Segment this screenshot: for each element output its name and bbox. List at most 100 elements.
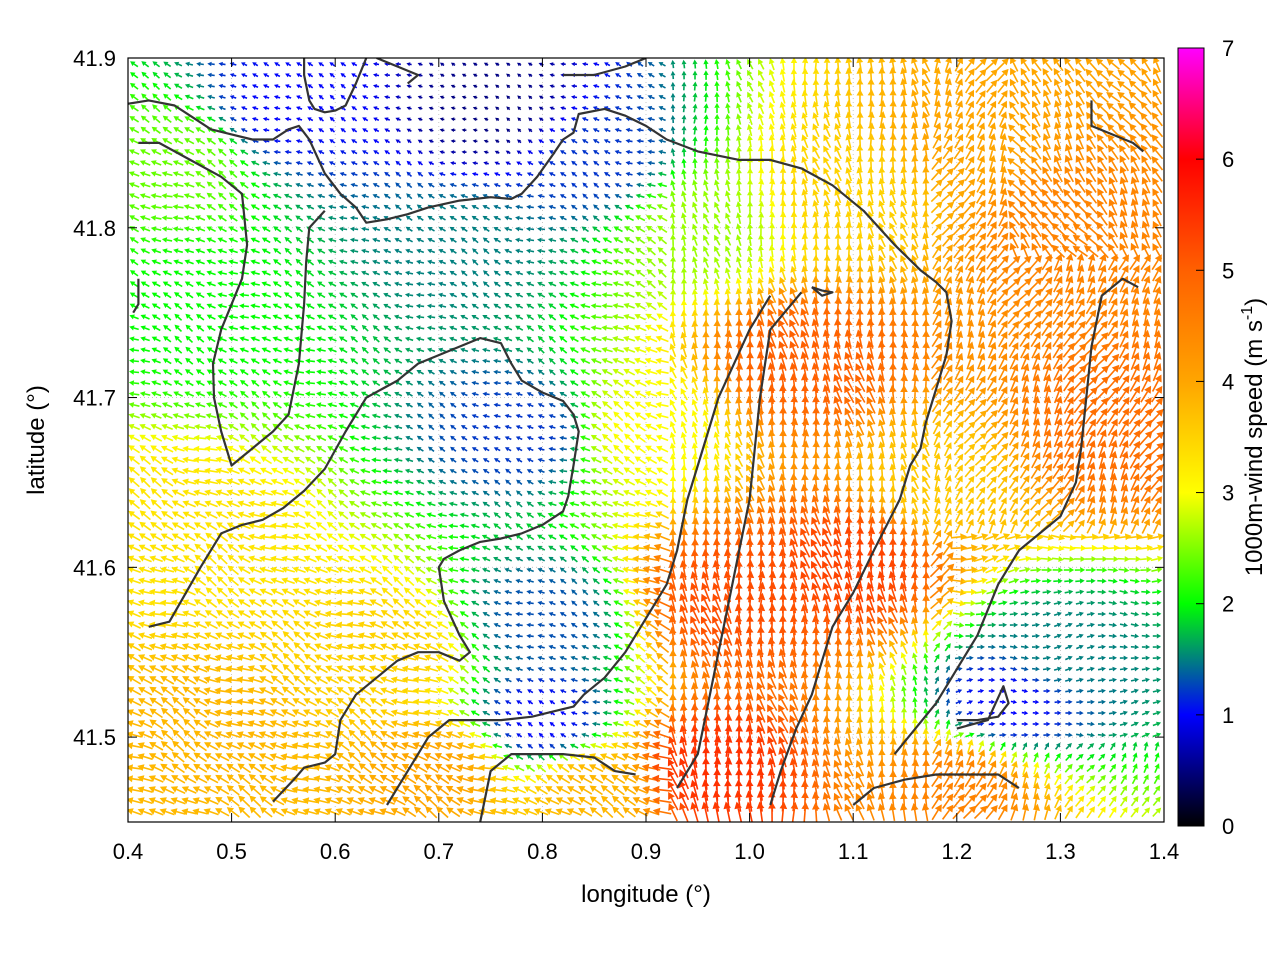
wind-arrow bbox=[725, 190, 731, 201]
wind-arrow bbox=[645, 336, 657, 342]
wind-arrow bbox=[302, 742, 317, 749]
wind-arrow bbox=[681, 486, 688, 500]
wind-arrow bbox=[184, 127, 194, 132]
wind-arrow bbox=[338, 522, 348, 530]
wind-arrow bbox=[425, 795, 437, 806]
wind-arrow bbox=[504, 304, 511, 308]
wind-arrow bbox=[659, 84, 666, 88]
wind-arrow bbox=[471, 326, 479, 330]
wind-arrow bbox=[659, 73, 666, 77]
wind-arrow bbox=[393, 490, 403, 495]
wind-arrow bbox=[339, 315, 347, 320]
wind-arrow bbox=[484, 74, 488, 77]
wind-arrow bbox=[372, 381, 380, 386]
wind-arrow bbox=[262, 238, 270, 243]
wind-arrow bbox=[646, 215, 656, 221]
wind-arrow bbox=[528, 722, 533, 726]
wind-arrow bbox=[128, 435, 139, 441]
wind-arrow bbox=[647, 280, 656, 288]
wind-arrow bbox=[416, 326, 424, 331]
wind-arrow bbox=[682, 115, 687, 123]
wind-arrow bbox=[591, 358, 601, 363]
wind-arrow bbox=[670, 321, 676, 335]
wind-arrow bbox=[591, 270, 601, 275]
wind-arrow bbox=[493, 359, 501, 364]
wind-arrow bbox=[537, 590, 544, 594]
wind-arrow bbox=[560, 194, 566, 198]
wind-arrow bbox=[526, 282, 534, 287]
wind-arrow bbox=[262, 412, 270, 419]
wind-arrow bbox=[657, 193, 667, 198]
wind-arrow bbox=[129, 369, 139, 374]
wind-arrow bbox=[359, 545, 370, 551]
wind-arrow bbox=[537, 282, 545, 287]
wind-arrow bbox=[295, 292, 303, 298]
wind-arrow bbox=[448, 600, 458, 605]
wind-arrow bbox=[701, 802, 709, 823]
wind-arrow bbox=[237, 534, 250, 540]
wind-arrow bbox=[317, 304, 325, 309]
wind-arrow bbox=[182, 764, 195, 773]
wind-arrow bbox=[173, 237, 183, 242]
wind-arrow bbox=[218, 359, 227, 364]
wind-arrow bbox=[383, 304, 390, 308]
wind-arrow bbox=[216, 599, 227, 608]
wind-arrow bbox=[635, 456, 646, 463]
wind-arrow bbox=[559, 436, 566, 441]
wind-arrow bbox=[153, 72, 160, 78]
wind-arrow bbox=[537, 502, 545, 507]
wind-arrow bbox=[252, 84, 258, 88]
wind-arrow bbox=[217, 292, 227, 297]
wind-arrow bbox=[471, 644, 478, 651]
wind-arrow bbox=[270, 534, 284, 540]
wind-arrow bbox=[283, 424, 293, 429]
wind-arrow bbox=[373, 84, 379, 88]
wind-arrow bbox=[218, 227, 227, 232]
wind-arrow bbox=[350, 403, 359, 408]
wind-arrow bbox=[351, 161, 357, 165]
wind-arrow bbox=[471, 688, 479, 694]
wind-arrow bbox=[438, 315, 446, 320]
wind-arrow bbox=[373, 347, 380, 353]
wind-arrow bbox=[217, 402, 227, 407]
wind-arrow bbox=[624, 611, 635, 617]
wind-arrow bbox=[229, 380, 237, 385]
wind-arrow bbox=[395, 73, 401, 77]
wind-arrow bbox=[725, 114, 731, 125]
wind-arrow bbox=[515, 337, 523, 341]
wind-arrow bbox=[175, 325, 182, 332]
wind-arrow bbox=[228, 566, 239, 575]
wind-arrow bbox=[238, 611, 251, 618]
wind-arrow bbox=[362, 117, 368, 121]
wind-arrow bbox=[571, 623, 577, 627]
wind-arrow bbox=[495, 96, 499, 100]
wind-arrow bbox=[482, 711, 489, 715]
wind-arrow bbox=[494, 425, 501, 429]
wind-arrow bbox=[205, 424, 217, 430]
wind-arrow bbox=[460, 370, 467, 374]
wind-arrow bbox=[218, 204, 226, 211]
wind-arrow bbox=[428, 413, 434, 418]
wind-arrow bbox=[483, 293, 489, 298]
wind-arrow bbox=[461, 392, 468, 396]
wind-arrow bbox=[693, 115, 698, 124]
wind-arrow bbox=[152, 337, 161, 342]
wind-arrow bbox=[758, 59, 764, 70]
wind-arrow bbox=[272, 435, 282, 442]
wind-arrow bbox=[405, 260, 413, 265]
wind-arrow bbox=[504, 590, 511, 594]
wind-arrow bbox=[725, 201, 731, 212]
wind-arrow bbox=[194, 522, 206, 529]
wind-arrow bbox=[692, 224, 697, 235]
wind-arrow bbox=[515, 282, 523, 286]
wind-arrow bbox=[682, 93, 687, 102]
wind-arrow bbox=[494, 490, 500, 495]
wind-arrow bbox=[592, 656, 600, 661]
wind-arrow bbox=[139, 533, 151, 540]
wind-arrow bbox=[438, 282, 446, 287]
wind-arrow bbox=[304, 511, 315, 519]
wind-arrow bbox=[270, 501, 284, 507]
wind-arrow bbox=[569, 524, 578, 529]
wind-arrow bbox=[239, 303, 249, 308]
wind-arrow bbox=[183, 533, 195, 540]
